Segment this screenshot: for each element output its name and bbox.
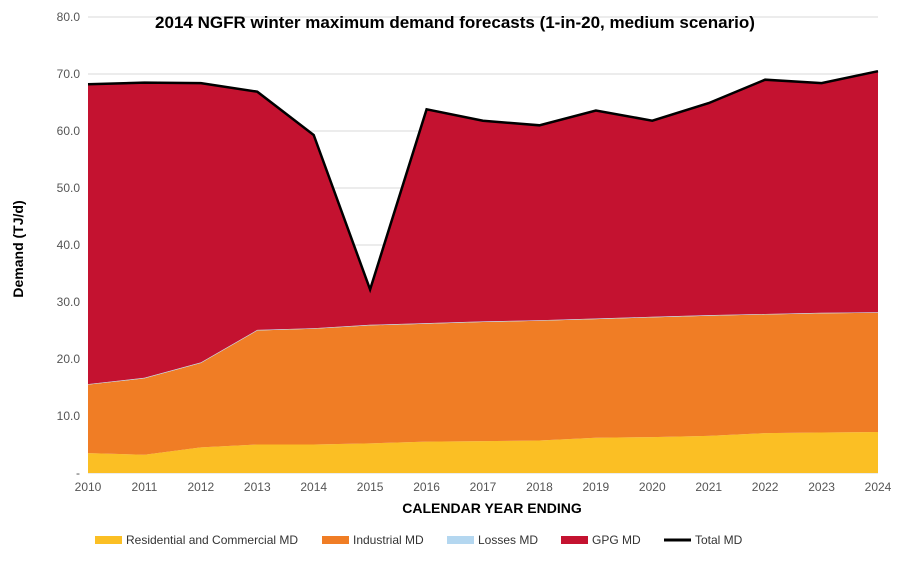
x-tick-label: 2018 <box>526 480 553 494</box>
legend-swatch <box>561 536 588 544</box>
y-axis-title: Demand (TJ/d) <box>10 200 26 297</box>
x-tick-label: 2013 <box>244 480 271 494</box>
x-tick-label: 2016 <box>413 480 440 494</box>
x-tick-label: 2019 <box>583 480 610 494</box>
area-industrial-md <box>88 312 878 455</box>
y-tick-label: 80.0 <box>57 10 81 24</box>
y-tick-label: 20.0 <box>57 352 81 366</box>
legend: Residential and Commercial MD Industrial … <box>95 533 743 547</box>
x-tick-label: 2017 <box>470 480 497 494</box>
y-tick-label: 40.0 <box>57 238 81 252</box>
legend-swatch <box>322 536 349 544</box>
legend-label: Losses MD <box>478 533 538 547</box>
x-tick-label: 2024 <box>865 480 892 494</box>
total-md-line <box>87 69 879 294</box>
stacked-areas <box>88 71 878 473</box>
y-tick-label: 30.0 <box>57 295 81 309</box>
x-tick-label: 2022 <box>752 480 779 494</box>
x-axis-title: CALENDAR YEAR ENDING <box>402 500 582 516</box>
y-tick-label: 70.0 <box>57 67 81 81</box>
x-tick-label: 2021 <box>695 480 722 494</box>
y-tick-label: 60.0 <box>57 124 81 138</box>
legend-swatch <box>95 536 122 544</box>
y-axis-ticks: - 10.0 20.0 30.0 40.0 50.0 60.0 70.0 80.0 <box>57 10 81 480</box>
chart-title: 2014 NGFR winter maximum demand forecast… <box>155 13 755 32</box>
legend-label: Total MD <box>695 533 743 547</box>
legend-label: GPG MD <box>592 533 641 547</box>
x-tick-label: 2023 <box>808 480 835 494</box>
x-tick-label: 2010 <box>75 480 102 494</box>
x-axis-ticks: 2010 2011 2012 2013 2014 2015 2016 2017 2018 2019… <box>75 480 892 494</box>
y-tick-label: - <box>76 466 80 480</box>
x-tick-label: 2015 <box>357 480 384 494</box>
area-gpg-md <box>88 71 878 385</box>
x-tick-label: 2011 <box>132 480 158 494</box>
legend-label: Residential and Commercial MD <box>126 533 298 547</box>
x-tick-label: 2020 <box>639 480 666 494</box>
legend-label: Industrial MD <box>353 533 424 547</box>
x-tick-label: 2014 <box>300 480 327 494</box>
y-tick-label: 10.0 <box>57 409 81 423</box>
legend-swatch <box>447 536 474 544</box>
area-residential-and-commercial-md <box>88 432 878 473</box>
y-tick-label: 50.0 <box>57 181 81 195</box>
x-tick-label: 2012 <box>188 480 215 494</box>
